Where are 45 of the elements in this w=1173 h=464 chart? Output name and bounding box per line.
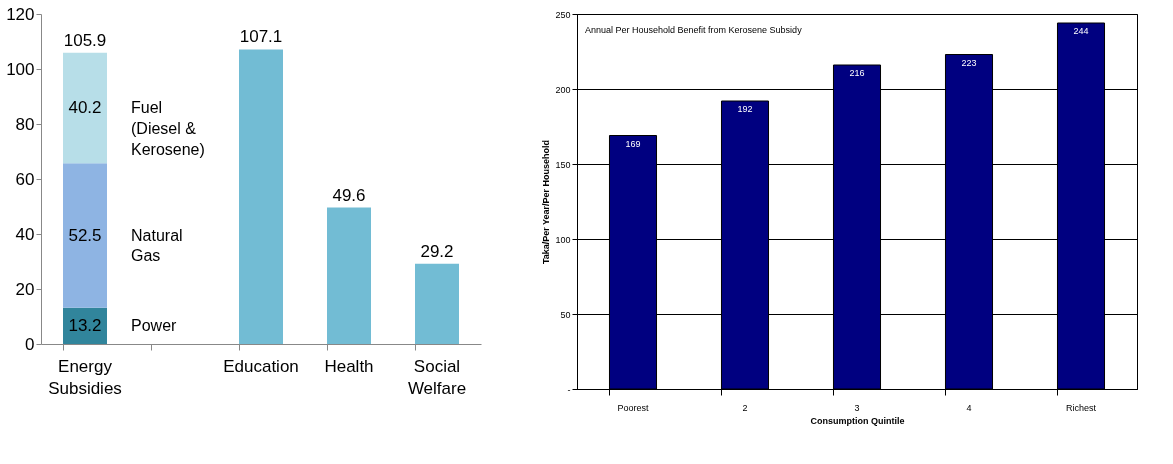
text: Annual Per Household Benefit from Kerosene Subsidy — [585, 25, 803, 35]
y-tick-label: 40 — [15, 224, 35, 244]
bar — [327, 207, 371, 344]
x-tick-label: Education — [223, 356, 299, 376]
x-tick-label: Richest — [1065, 402, 1097, 413]
series-label: Fuel (Diesel & Kerosene) — [131, 99, 205, 158]
y-tick-label: 200 — [555, 84, 571, 95]
bar — [415, 263, 459, 344]
data-label: 169 — [625, 138, 641, 149]
x-tick-label: 2 — [742, 402, 748, 413]
y-tick-label: 100 — [555, 234, 571, 245]
series-label: Natural Gas — [131, 226, 183, 265]
data-label: 216 — [849, 68, 865, 78]
y-tick-label: 50 — [560, 309, 571, 320]
bar — [63, 163, 107, 308]
data-label: 52.5 — [68, 225, 102, 245]
series-label: Power — [131, 316, 178, 334]
y-tick-label: 20 — [15, 279, 35, 299]
data-label: 49.6 — [332, 185, 366, 205]
y-tick-label: 120 — [6, 4, 35, 24]
y-tick-label: 80 — [15, 114, 35, 134]
x-tick-label: Poorest — [617, 402, 649, 413]
x-tick-label: 4 — [966, 402, 972, 413]
y-tick-label: 60 — [15, 169, 35, 189]
data-label: 13.2 — [68, 315, 102, 335]
data-label: 192 — [737, 104, 753, 114]
x-tick-label: Social Welfare — [407, 356, 467, 398]
x-tick-label: Energy Subsidies — [48, 356, 122, 398]
data-label: 244 — [1073, 26, 1089, 36]
bar — [239, 49, 283, 344]
x-tick-label: Health — [324, 356, 374, 376]
x-axis-title: Consumption Quintile — [810, 415, 905, 426]
x-tick-label: 3 — [854, 402, 860, 413]
total-label: 105.9 — [63, 30, 107, 50]
y-tick-label: - — [567, 384, 571, 395]
data-label: 223 — [961, 57, 977, 68]
y-tick-label: 150 — [555, 159, 571, 170]
y-axis-title: Taka/Per Year/Per Household — [541, 139, 552, 265]
y-tick-label: 0 — [25, 334, 35, 354]
bar — [63, 52, 107, 164]
y-tick-label: 100 — [6, 59, 35, 79]
data-label: 29.2 — [420, 241, 454, 261]
y-tick-label: 250 — [555, 9, 571, 20]
data-label: 40.2 — [68, 98, 102, 118]
data-label: 107.1 — [239, 27, 283, 47]
